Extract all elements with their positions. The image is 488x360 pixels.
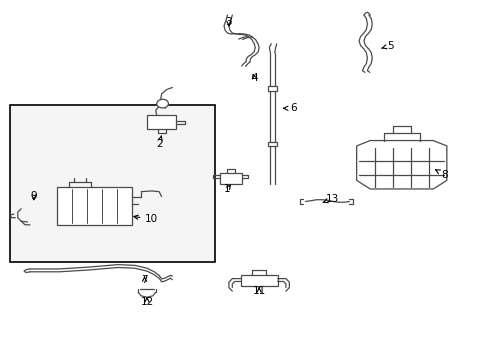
Text: 10: 10 — [134, 215, 158, 224]
Text: 5: 5 — [381, 41, 393, 50]
Bar — [10, 105, 215, 262]
Bar — [220, 173, 241, 184]
Text: 4: 4 — [250, 73, 257, 83]
Text: 3: 3 — [225, 17, 232, 27]
Text: 8: 8 — [435, 170, 447, 180]
Text: 1: 1 — [224, 184, 230, 194]
Circle shape — [157, 99, 168, 108]
Text: 13: 13 — [322, 194, 338, 204]
Text: 11: 11 — [252, 286, 265, 296]
Text: 2: 2 — [156, 136, 162, 149]
Bar — [240, 275, 277, 286]
Bar — [267, 86, 276, 91]
Text: 6: 6 — [283, 103, 296, 113]
Bar — [267, 142, 276, 146]
Text: 9: 9 — [30, 191, 37, 201]
Bar — [57, 187, 132, 225]
Bar — [147, 116, 176, 129]
Text: 7: 7 — [141, 275, 147, 285]
Text: 12: 12 — [140, 297, 153, 307]
